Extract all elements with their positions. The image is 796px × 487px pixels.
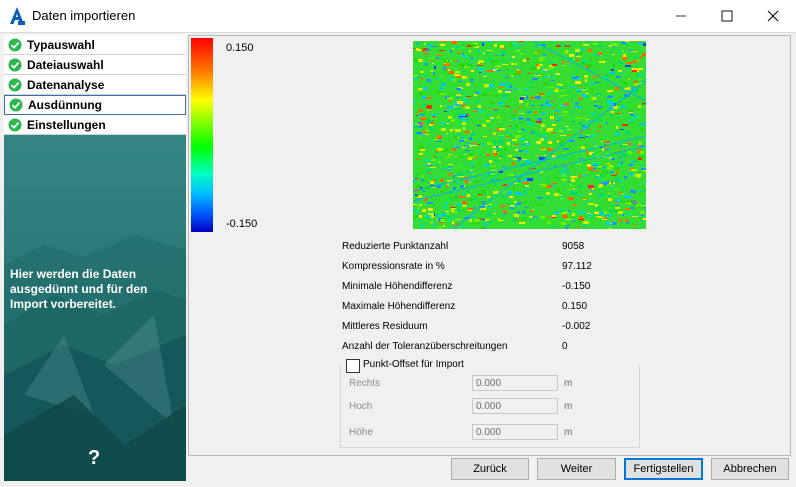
wizard-sidebar: Typauswahl Dateiauswahl Datenanalyse Aus… — [4, 35, 186, 481]
finish-button[interactable]: Fertigstellen — [624, 458, 703, 480]
stat-value: 0 — [562, 341, 568, 352]
step-typauswahl[interactable]: Typauswahl — [4, 35, 186, 55]
title-bar: Daten importieren — [0, 0, 796, 32]
check-circle-icon — [9, 98, 23, 112]
maximize-button[interactable] — [704, 0, 750, 32]
color-scale-max: 0.150 — [226, 42, 254, 54]
hoch-label: Hoch — [349, 401, 373, 412]
rechts-input[interactable]: 0.000 — [472, 375, 558, 391]
next-button[interactable]: Weiter — [537, 458, 616, 480]
color-scale-min: -0.150 — [226, 218, 258, 230]
stat-label: Reduzierte Punktanzahl — [342, 241, 449, 252]
stat-label: Minimale Höhendifferenz — [342, 281, 453, 292]
minimize-icon — [676, 15, 686, 17]
residual-heatmap-image — [413, 41, 646, 229]
stat-label: Mittleres Residuum — [342, 321, 428, 332]
window-title: Daten importieren — [32, 8, 136, 23]
stat-value: 0.150 — [562, 301, 588, 312]
check-circle-icon — [8, 78, 22, 91]
step-label: Ausdünnung — [28, 98, 102, 112]
offset-groupbox — [340, 365, 640, 448]
stat-value: 97.112 — [562, 261, 592, 272]
help-icon[interactable]: ? — [88, 447, 101, 469]
hoehe-unit: m — [564, 427, 573, 438]
check-circle-icon — [8, 58, 22, 71]
stat-value: 9058 — [562, 241, 585, 252]
close-icon — [767, 10, 779, 22]
color-scale-bar — [191, 38, 213, 232]
hoch-input[interactable]: 0.000 — [472, 398, 558, 414]
step-ausduennung[interactable]: Ausdünnung — [4, 95, 186, 115]
app-logo-icon — [10, 7, 25, 25]
step-label: Datenanalyse — [27, 77, 105, 92]
step-label: Typauswahl — [27, 37, 95, 52]
wizard-steps: Typauswahl Dateiauswahl Datenanalyse Aus… — [4, 35, 186, 135]
step-einstellungen[interactable]: Einstellungen — [4, 115, 186, 135]
stat-label: Anzahl der Toleranzüberschreitungen — [342, 341, 508, 352]
hoehe-input[interactable]: 0.000 — [472, 424, 558, 440]
check-circle-icon — [8, 38, 22, 51]
stat-label: Kompressionsrate in % — [342, 261, 445, 272]
maximize-icon — [721, 10, 733, 22]
stat-value: -0.150 — [562, 281, 591, 292]
hoch-unit: m — [564, 401, 573, 412]
step-datenanalyse[interactable]: Datenanalyse — [4, 75, 186, 95]
offset-checkbox[interactable] — [346, 359, 360, 373]
step-description: Hier werden die Daten ausgedünnt und für… — [10, 267, 148, 311]
stat-label: Maximale Höhendifferenz — [342, 301, 456, 312]
minimize-button[interactable] — [658, 0, 704, 32]
stat-value: -0.002 — [562, 321, 591, 332]
cancel-button[interactable]: Abbrechen — [711, 458, 789, 480]
step-label: Dateiauswahl — [27, 57, 104, 72]
back-button[interactable]: Zurück — [451, 458, 529, 480]
step-label: Einstellungen — [27, 117, 106, 132]
offset-checkbox-label[interactable]: Punkt-Offset für Import — [363, 359, 466, 370]
step-dateiauswahl[interactable]: Dateiauswahl — [4, 55, 186, 75]
rechts-unit: m — [564, 378, 573, 389]
rechts-label: Rechts — [349, 378, 381, 389]
check-circle-icon — [8, 118, 22, 131]
close-button[interactable] — [750, 0, 796, 32]
hoehe-label: Höhe — [349, 427, 373, 438]
